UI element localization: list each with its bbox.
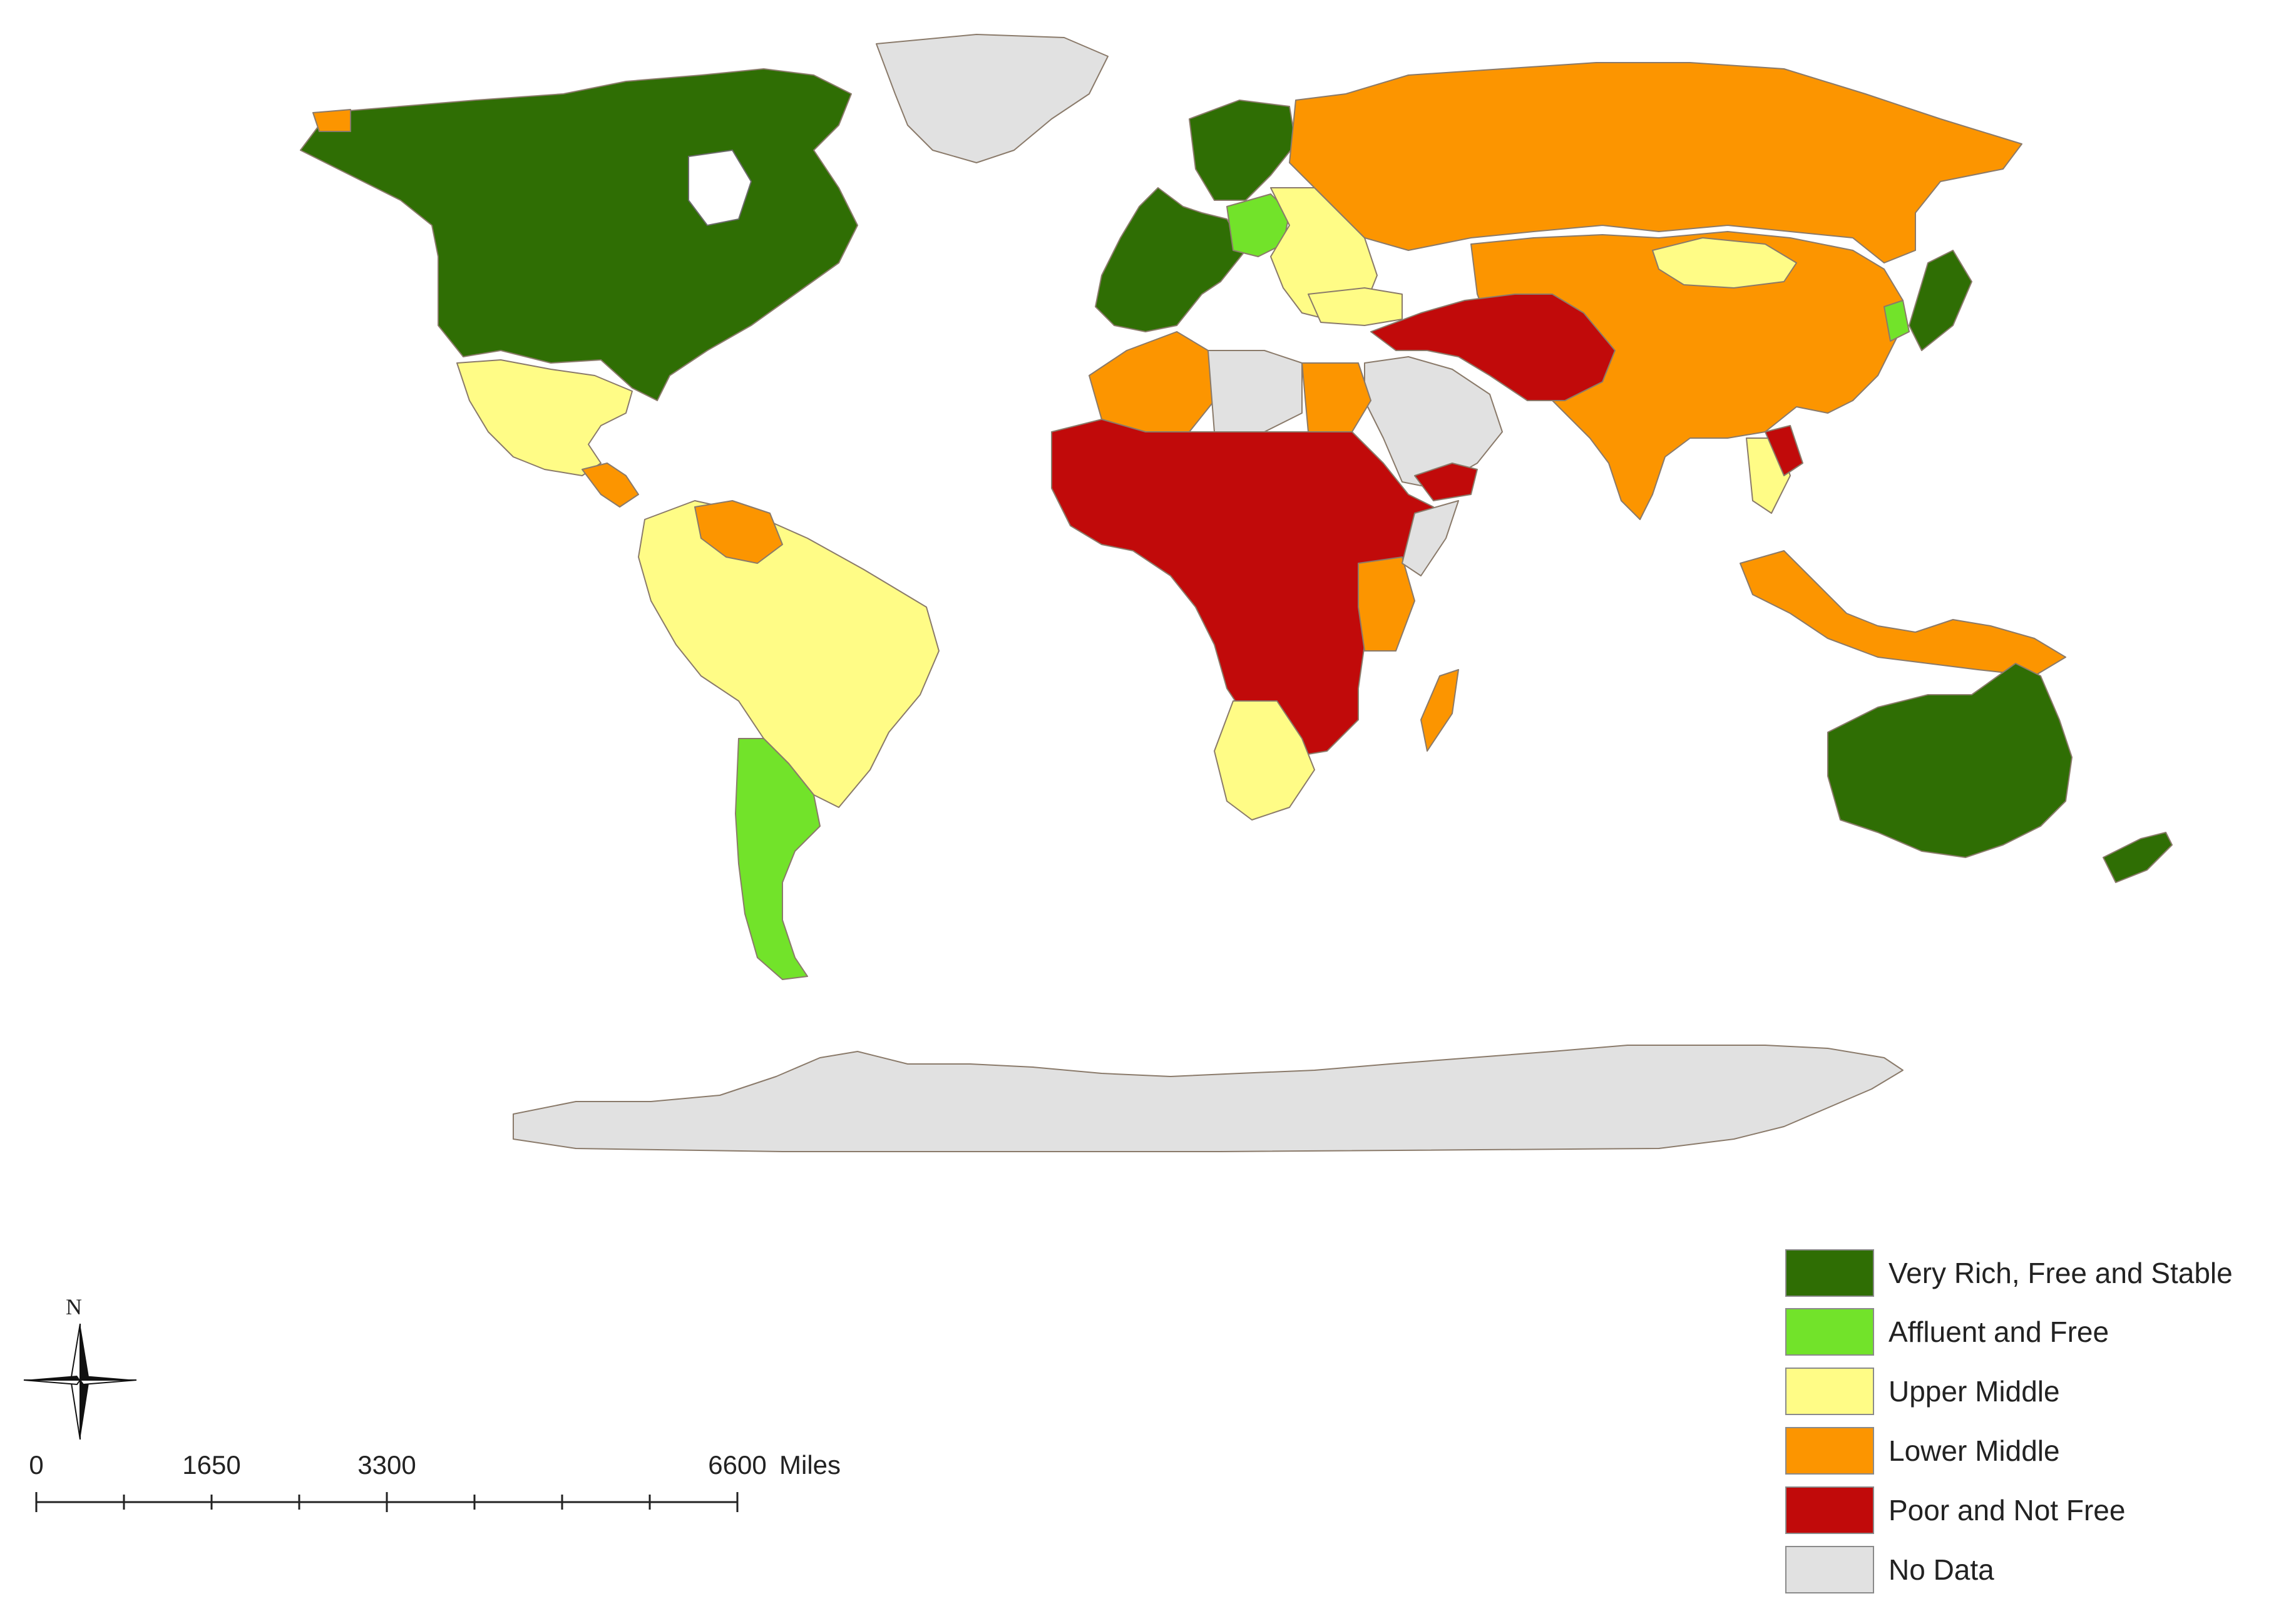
legend-item-upper-middle: Upper Middle	[1785, 1368, 2060, 1415]
world-map-regions	[300, 34, 2173, 1152]
region-turkey	[1308, 287, 1403, 326]
region-yemen	[1414, 463, 1478, 501]
north-label: N	[66, 1294, 82, 1319]
legend-label-no-data: No Data	[1889, 1553, 1994, 1586]
scale-label-3300: 3300	[357, 1450, 416, 1480]
region-madagascar	[1420, 669, 1459, 752]
legend-swatch-lower-middle	[1785, 1427, 1874, 1475]
region-central-america	[582, 463, 639, 508]
region-north-africa-west	[1089, 331, 1215, 432]
region-south-america-north	[638, 500, 940, 808]
scale-unit: Miles	[779, 1450, 841, 1480]
legend-label-lower-middle: Lower Middle	[1889, 1434, 2060, 1467]
region-laos	[1765, 425, 1803, 476]
legend-item-affluent: Affluent and Free	[1785, 1308, 2109, 1356]
legend-item-lower-middle: Lower Middle	[1785, 1427, 2060, 1475]
region-western-europe	[1095, 187, 1246, 332]
region-venezuela	[694, 500, 783, 564]
region-libya	[1207, 350, 1303, 432]
legend-swatch-no-data	[1785, 1546, 1874, 1593]
region-east-africa	[1358, 556, 1415, 652]
north-arrow-icon: N	[23, 1294, 137, 1440]
region-south-korea	[1883, 300, 1910, 342]
region-southeast-asia	[1740, 550, 2066, 677]
legend-label-affluent: Affluent and Free	[1889, 1316, 2109, 1348]
legend-swatch-poor	[1785, 1486, 1874, 1534]
region-russia	[1289, 62, 2022, 263]
region-australia	[1827, 663, 2073, 858]
scale-bar: 0 1650 3300 6600 Miles	[29, 1450, 841, 1512]
region-sub-saharan-africa	[1051, 419, 1434, 758]
region-egypt	[1301, 362, 1371, 432]
region-somalia	[1402, 500, 1459, 576]
region-greenland	[876, 34, 1109, 163]
legend-item-very-rich: Very Rich, Free and Stable	[1785, 1249, 2233, 1297]
legend-label-poor: Poor and Not Free	[1889, 1494, 2125, 1526]
legend-item-no-data: No Data	[1785, 1546, 1994, 1593]
region-hudson-bay	[688, 149, 752, 227]
legend-label-upper-middle: Upper Middle	[1889, 1375, 2060, 1408]
legend-swatch-affluent	[1785, 1308, 1874, 1356]
region-scandinavia	[1189, 100, 1296, 201]
region-mongolia	[1652, 237, 1797, 289]
region-chukotka	[312, 109, 351, 132]
region-argentina-chile	[735, 738, 821, 980]
legend-swatch-very-rich	[1785, 1249, 1874, 1297]
legend: Very Rich, Free and Stable Affluent and …	[1785, 1249, 2233, 1593]
region-middle-east-poor	[1370, 294, 1616, 401]
legend-swatch-upper-middle	[1785, 1368, 1874, 1415]
legend-label-very-rich: Very Rich, Free and Stable	[1889, 1257, 2233, 1289]
region-japan	[1909, 250, 1972, 351]
region-southern-africa	[1214, 700, 1315, 821]
region-antarctica	[513, 1045, 1904, 1152]
scale-label-6600: 6600	[708, 1450, 766, 1480]
scale-label-0: 0	[29, 1450, 43, 1480]
scale-label-1650: 1650	[182, 1450, 240, 1480]
region-north-america	[300, 68, 858, 401]
region-new-zealand	[2103, 832, 2173, 883]
region-mexico	[456, 359, 633, 476]
region-arabia	[1364, 356, 1503, 489]
legend-item-poor: Poor and Not Free	[1785, 1486, 2125, 1534]
